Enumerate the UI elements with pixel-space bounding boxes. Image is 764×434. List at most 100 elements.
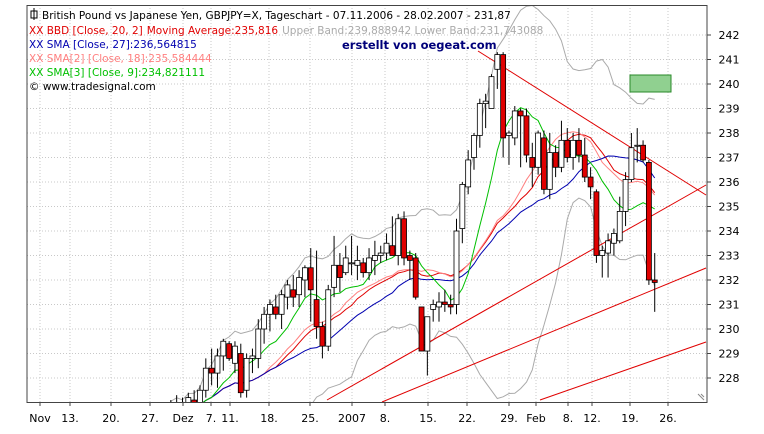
candle-body bbox=[197, 389, 203, 402]
candle-body bbox=[366, 257, 372, 274]
candle bbox=[418, 306, 425, 352]
resize-grip-icon[interactable] bbox=[697, 393, 705, 401]
candle-body bbox=[284, 284, 291, 298]
candle-body bbox=[506, 132, 512, 136]
candle bbox=[220, 338, 227, 371]
x-tick-label: 22. bbox=[458, 412, 476, 425]
candle-body bbox=[570, 139, 576, 158]
candle bbox=[214, 348, 221, 388]
candle-body bbox=[535, 132, 542, 168]
legend-sma9: XX SMA[3] [Close, 9]:234,821111 bbox=[29, 67, 205, 79]
y-tick-label: 230 bbox=[719, 323, 740, 336]
candle bbox=[377, 245, 384, 263]
candle bbox=[447, 294, 454, 315]
candle bbox=[645, 159, 652, 285]
candle-body bbox=[430, 304, 437, 310]
candle-body bbox=[424, 316, 431, 352]
candle-body bbox=[459, 184, 466, 229]
x-tick-label: 29. bbox=[500, 412, 518, 425]
y-tick-label: 231 bbox=[719, 299, 740, 312]
y-tick-label: 236 bbox=[719, 176, 740, 189]
candle bbox=[558, 120, 565, 173]
candle bbox=[284, 280, 291, 310]
candle-body bbox=[377, 252, 384, 256]
candle-body bbox=[383, 242, 390, 254]
copyright-text: © www.tradesignal.com bbox=[29, 81, 156, 93]
candle-body bbox=[453, 230, 460, 305]
candle bbox=[307, 248, 314, 322]
candle bbox=[581, 137, 588, 182]
candle-body bbox=[249, 355, 256, 359]
candle bbox=[500, 52, 507, 158]
candle-body bbox=[622, 179, 629, 212]
candle-body bbox=[500, 54, 507, 139]
candle-body bbox=[202, 367, 209, 391]
legend: British Pound vs Japanese Yen, GBPJPY=X,… bbox=[29, 8, 543, 93]
candle-body bbox=[313, 299, 320, 327]
x-tick-label: 19. bbox=[621, 412, 639, 425]
candle bbox=[605, 233, 611, 278]
candle bbox=[226, 341, 233, 361]
x-tick-label: 12. bbox=[583, 412, 601, 425]
candle bbox=[272, 294, 279, 320]
candle-body bbox=[418, 306, 425, 352]
bollinger-bands bbox=[170, 5, 656, 402]
candle bbox=[587, 167, 594, 200]
y-tick-label: 234 bbox=[719, 225, 740, 238]
candle-body bbox=[307, 267, 314, 291]
candle bbox=[383, 233, 390, 261]
legend-sma18: XX SMA[2] [Close, 18]:235,584444 bbox=[29, 53, 212, 65]
candle bbox=[465, 150, 472, 195]
candle-body bbox=[611, 233, 617, 244]
upper-band-line bbox=[170, 5, 655, 402]
middle-support-trendline bbox=[381, 267, 707, 402]
candle-body bbox=[261, 313, 268, 330]
x-tick-label: 27. bbox=[141, 412, 159, 425]
candle bbox=[523, 108, 530, 163]
x-axis: Nov 13. 20. 27. Dez 7. 11. 18. 25. 2007 8. 15. 22. 29… bbox=[29, 402, 677, 425]
candle-body bbox=[616, 210, 623, 242]
candle-body bbox=[406, 255, 413, 261]
candle-body bbox=[342, 257, 349, 274]
candle bbox=[208, 348, 215, 386]
candle-body bbox=[348, 262, 355, 265]
candle bbox=[476, 98, 483, 148]
candle bbox=[494, 52, 501, 89]
candle-body bbox=[447, 304, 454, 308]
candle-body bbox=[552, 152, 559, 168]
candle bbox=[634, 128, 641, 163]
candle-body bbox=[319, 326, 326, 347]
candle bbox=[366, 248, 372, 280]
candle-body bbox=[395, 218, 402, 256]
x-tick-label: 18. bbox=[260, 412, 278, 425]
candle bbox=[511, 106, 518, 146]
y-tick-label: 235 bbox=[719, 201, 740, 214]
candle bbox=[611, 228, 617, 256]
candle-body bbox=[523, 115, 530, 156]
candle-body bbox=[325, 289, 332, 347]
plot-frame bbox=[26, 5, 708, 403]
candle-body bbox=[476, 103, 483, 136]
candle bbox=[424, 316, 431, 376]
candle bbox=[482, 93, 489, 129]
candle bbox=[360, 257, 367, 278]
candle-body bbox=[290, 289, 297, 298]
candle bbox=[232, 341, 238, 374]
candle-body bbox=[412, 257, 419, 298]
candle bbox=[564, 128, 571, 163]
legend-bbd-ma: Moving Average:235,816 bbox=[147, 25, 279, 37]
candle bbox=[325, 284, 332, 352]
candle bbox=[616, 196, 623, 244]
legend-title: British Pound vs Japanese Yen, GBPJPY=X,… bbox=[42, 10, 511, 22]
candle bbox=[436, 292, 442, 322]
candle bbox=[576, 128, 582, 163]
x-tick-label: Dez bbox=[172, 412, 193, 425]
candle bbox=[430, 299, 437, 322]
y-tick-label: 237 bbox=[719, 152, 740, 165]
candle bbox=[593, 189, 600, 263]
x-tick-label: 8. bbox=[563, 412, 574, 425]
legend-bbd: XX BBD [Close, 20, 2] Moving Average:235,… bbox=[29, 25, 543, 37]
x-tick-label: 2007 bbox=[338, 412, 366, 425]
x-tick-label: 11. bbox=[221, 412, 239, 425]
candle bbox=[412, 253, 419, 300]
